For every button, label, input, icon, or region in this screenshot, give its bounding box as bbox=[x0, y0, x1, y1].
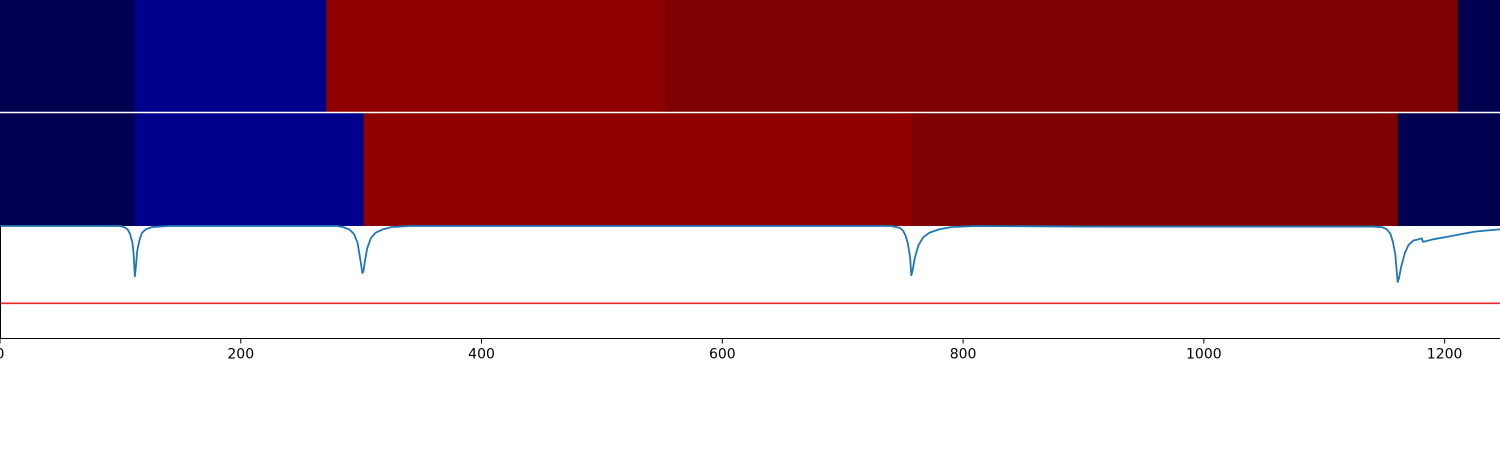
heatmap-segment-b-3 bbox=[363, 113, 912, 226]
heatmap-segment-b-4 bbox=[911, 113, 1399, 226]
x-tick-label-1000: 1000 bbox=[1186, 347, 1222, 363]
boundary-score-panel bbox=[0, 225, 1500, 338]
heatmap-segment-a-3 bbox=[326, 0, 666, 112]
score-panel-frame bbox=[0, 226, 1500, 338]
x-tick-label-0: 0 bbox=[0, 347, 4, 363]
x-tick-label-200: 200 bbox=[227, 347, 254, 363]
heatmap-segment-a-5 bbox=[1457, 0, 1500, 112]
x-tick-label-400: 400 bbox=[468, 347, 495, 363]
x-tick-label-1200: 1200 bbox=[1427, 347, 1463, 363]
x-tick-label-600: 600 bbox=[709, 347, 736, 363]
heatmap-segment-b-5 bbox=[1397, 113, 1500, 226]
heatmap-segment-a-1 bbox=[0, 0, 136, 112]
score-series-line bbox=[0, 225, 1500, 283]
segmentation-band-a bbox=[0, 0, 1500, 112]
x-tick-label-800: 800 bbox=[950, 347, 977, 363]
segmentation-band-b bbox=[0, 113, 1500, 226]
heatmap-segment-a-2 bbox=[134, 0, 327, 112]
heatmap-segment-b-2 bbox=[134, 113, 365, 226]
heatmap-segment-b-1 bbox=[0, 113, 136, 226]
x-axis: 0 200 400 600 800 1000 1200 bbox=[0, 338, 1463, 363]
heatmap-segment-a-4 bbox=[664, 0, 1459, 112]
